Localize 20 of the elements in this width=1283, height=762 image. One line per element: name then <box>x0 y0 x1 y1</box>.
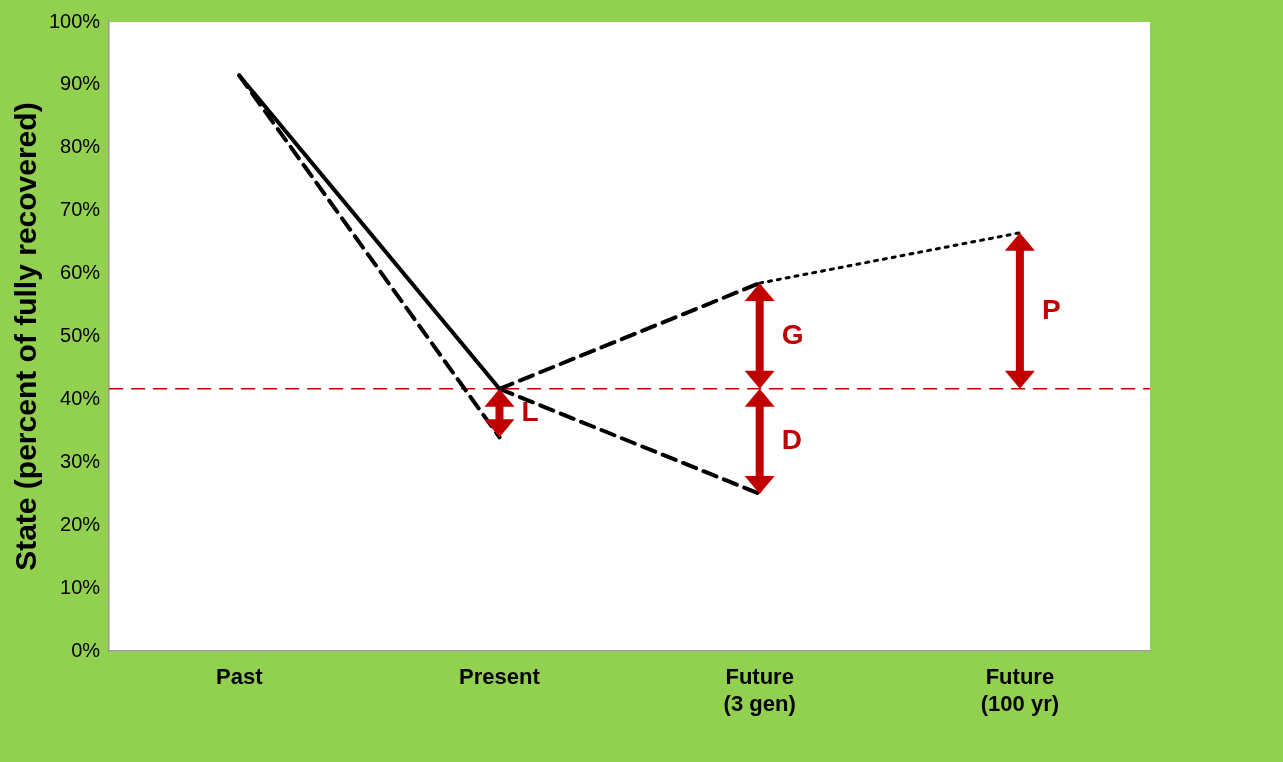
y-tick-label: 80% <box>60 135 101 158</box>
y-tick-label: 40% <box>60 387 101 410</box>
y-axis-title: State (percent of fully recovered) <box>9 102 43 571</box>
annotation: G <box>781 318 804 350</box>
annotation: L <box>521 395 539 427</box>
y-tick-label: 0% <box>71 638 101 661</box>
y-tick-label: 10% <box>60 575 101 598</box>
x-tick-label: Present <box>459 664 541 690</box>
y-tick-label: 70% <box>60 198 101 221</box>
y-tick-label: 30% <box>60 449 101 472</box>
y-tick-label: 60% <box>60 261 101 284</box>
y-tick-label: 90% <box>60 72 101 95</box>
annotation: P <box>1041 293 1061 325</box>
annotation: D <box>781 424 802 456</box>
y-tick-label: 100% <box>49 9 101 32</box>
x-tick-label: Future (3 gen) <box>723 664 796 716</box>
y-tick-label: 50% <box>60 324 101 347</box>
y-tick-label: 20% <box>60 512 101 535</box>
x-tick-label: Past <box>216 664 264 690</box>
x-tick-label: Future (100 yr) <box>980 664 1060 716</box>
